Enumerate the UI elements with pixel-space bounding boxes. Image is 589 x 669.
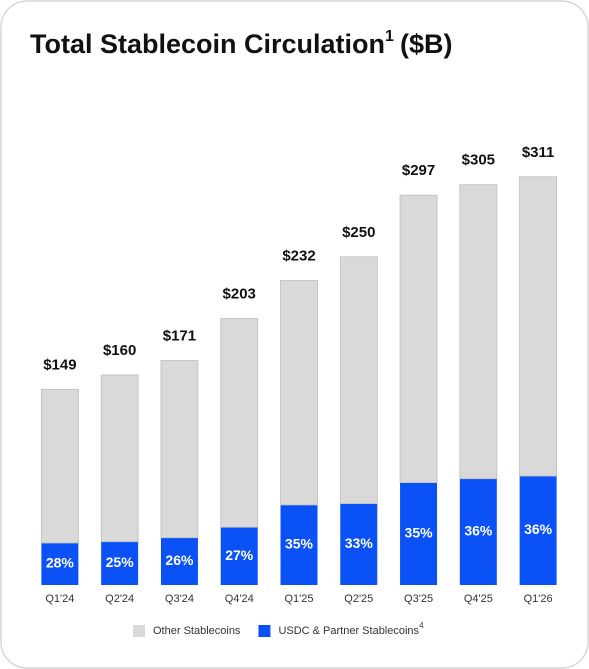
chart-title: Total Stablecoin Circulation1 ($B) [30,28,452,59]
legend-label: Other Stablecoins [153,625,241,637]
total-label: $305 [462,152,495,169]
total-label: $160 [103,342,136,359]
bar-segment [220,318,259,528]
bar-segment [160,537,198,585]
total-label: $232 [282,247,315,264]
bar-segment [100,374,139,543]
bar-segment [400,482,438,585]
bar-segment [340,503,378,585]
share-label: 27% [225,547,254,563]
title-main: Total Stablecoin Circulation [30,29,385,59]
total-label: $171 [163,328,196,345]
share-label: 36% [524,521,553,537]
x-tick-label: Q1'26 [524,593,553,605]
x-tick-label: Q2'25 [344,593,373,605]
x-tick-label: Q3'25 [404,593,433,605]
legend-note: 4 [419,621,424,630]
bar-segment [101,541,139,585]
share-label: 35% [405,525,434,541]
total-label: $297 [402,162,435,179]
bar-segment [220,527,258,585]
legend-swatch [133,625,145,637]
total-label: $311 [522,144,555,161]
bar-segment [519,476,557,585]
bar-segment [40,389,79,544]
legend-name: USDC & Partner Stablecoins [278,625,419,637]
bar-segment [399,194,438,484]
title-note: 1 [385,28,394,45]
x-tick-label: Q3'24 [165,593,194,605]
share-label: 25% [106,554,135,570]
share-label: 26% [165,552,194,568]
bar-segment [280,504,318,585]
x-tick-label: Q4'24 [225,593,254,605]
x-tick-label: Q4'25 [464,593,493,605]
bar-segment [160,360,199,539]
total-label: $149 [43,356,76,373]
share-label: 35% [285,536,314,552]
bar-segment [280,280,318,506]
bar-segment [459,478,497,585]
title-suffix: ($B) [400,29,453,59]
x-tick-label: Q2'24 [105,593,134,605]
bar-segment [519,176,558,477]
share-label: 33% [345,535,374,551]
bar-segment [459,184,498,480]
total-label: $250 [342,224,375,241]
x-tick-label: Q1'24 [45,593,74,605]
total-label: $203 [223,286,256,303]
bar-segment [339,256,378,505]
share-label: 28% [46,555,75,571]
x-tick-label: Q1'25 [284,593,313,605]
legend-label: USDC & Partner Stablecoins4 [278,621,424,637]
bar-segment [41,543,79,585]
legend-name: Other Stablecoins [153,625,241,637]
share-label: 36% [464,523,493,539]
legend-swatch [258,625,271,637]
